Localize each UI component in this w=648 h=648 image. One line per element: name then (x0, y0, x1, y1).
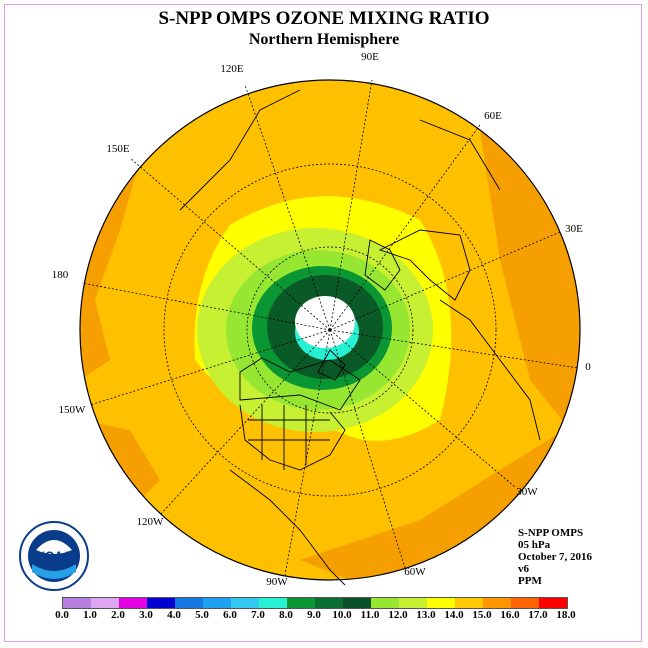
colorbar-tick-label: 13.0 (416, 609, 436, 621)
info-level: 05 hPa (518, 539, 551, 551)
colorbar-tick-label: 1.0 (83, 609, 97, 621)
colorbar-swatch (175, 598, 203, 608)
info-units: PPM (518, 575, 542, 587)
longitude-label: 150E (106, 143, 130, 155)
colorbar-ticks: 0.0 1.0 2.0 3.0 4.0 5.0 6.0 7.0 8.0 9.0 10.0 11.0 12… (0, 609, 648, 623)
colorbar-tick-label: 9.0 (307, 609, 321, 621)
colorbar-tick-label: 8.0 (279, 609, 293, 621)
colorbar-swatch (399, 598, 427, 608)
longitude-label: 0 (585, 361, 591, 373)
longitude-label: 60E (484, 110, 502, 122)
colorbar-swatch (91, 598, 119, 608)
longitude-label: 120W (137, 516, 165, 528)
colorbar-tick-label: 3.0 (139, 609, 153, 621)
longitude-label: 90W (266, 576, 288, 588)
colorbar-swatch (455, 598, 483, 608)
colorbar-tick-label: 18.0 (556, 609, 576, 621)
colorbar-tick-label: 10.0 (332, 609, 352, 621)
colorbar-tick-label: 14.0 (444, 609, 464, 621)
longitude-label: 30E (565, 223, 583, 235)
longitude-label: 120E (220, 63, 244, 75)
colorbar-tick-label: 11.0 (360, 609, 380, 621)
colorbar-swatch (483, 598, 511, 608)
colorbar-swatch (539, 598, 567, 608)
ozone-field-darkorange-south (300, 420, 580, 580)
noaa-logo: NOAA (19, 521, 89, 591)
colorbar-swatch (231, 598, 259, 608)
colorbar-tick-label: 0.0 (55, 609, 69, 621)
noaa-logo-text: NOAA (36, 549, 72, 563)
longitude-label: 180 (52, 269, 69, 281)
colorbar-swatch (315, 598, 343, 608)
ozone-field-center (295, 296, 355, 348)
colorbar-tick-label: 2.0 (111, 609, 125, 621)
colorbar-tick-label: 5.0 (195, 609, 209, 621)
colorbar-swatch (427, 598, 455, 608)
colorbar-swatch (371, 598, 399, 608)
longitude-label: 90E (361, 51, 379, 63)
colorbar-swatch (511, 598, 539, 608)
colorbar-swatch (203, 598, 231, 608)
map-title: S-NPP OMPS OZONE MIXING RATIO (158, 8, 490, 29)
info-product: S-NPP OMPS (518, 527, 584, 539)
colorbar-swatch (259, 598, 287, 608)
ozone-field-darkorange-east (480, 130, 580, 430)
image-frame (4, 4, 642, 642)
longitude-label: 30W (516, 486, 538, 498)
colorbar-tick-label: 12.0 (388, 609, 408, 621)
info-version: v6 (518, 563, 529, 575)
map-subtitle: Northern Hemisphere (248, 31, 400, 48)
colorbar-tick-label: 15.0 (472, 609, 492, 621)
colorbar-tick-label: 6.0 (223, 609, 237, 621)
coastlines (179, 89, 541, 586)
colorbar-tick-label: 7.0 (251, 609, 265, 621)
longitude-label: 60W (404, 566, 426, 578)
colorbar-swatch (63, 598, 91, 608)
longitude-label: 150W (59, 404, 87, 416)
colorbar-tick-label: 17.0 (528, 609, 548, 621)
colorbar-tick-label: 16.0 (500, 609, 520, 621)
map-boundary (79, 79, 581, 581)
colorbar-swatch (343, 598, 371, 608)
colorbar-swatch (119, 598, 147, 608)
colorbar-swatch (287, 598, 315, 608)
info-date: October 7, 2016 (518, 551, 593, 563)
colorbar-tick-label: 4.0 (167, 609, 181, 621)
colorbar-swatch (147, 598, 175, 608)
colorbar (62, 597, 568, 609)
product-info: S-NPP OMPS 05 hPa October 7, 2016 v6 PPM (518, 527, 592, 587)
graticule (81, 79, 579, 576)
